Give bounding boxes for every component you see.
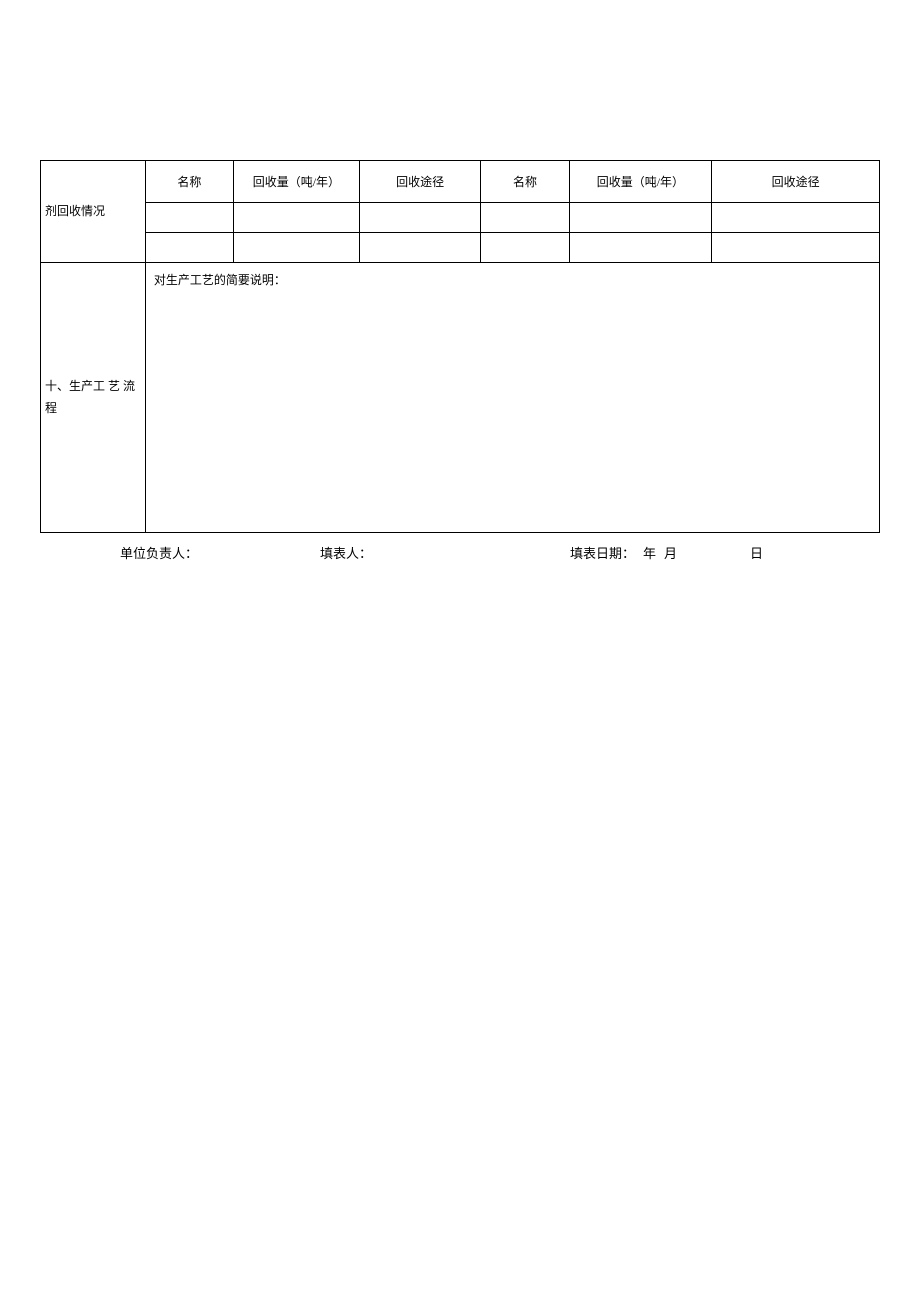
page-container: 剂回收情况 名称 回收量（吨/年） 回收途径 名称 回收量（吨/年） 回收途径 …: [0, 0, 920, 562]
col-header-channel-2: 回收途径: [712, 161, 880, 203]
recovery-data-row-1: [41, 203, 880, 233]
table-cell: [569, 233, 712, 263]
col-header-amount-1: 回收量（吨/年）: [233, 161, 359, 203]
process-row: 十、生产工 艺 流程 对生产工艺的简要说明：: [41, 263, 880, 533]
recovery-section-label: 剂回收情况: [41, 161, 146, 263]
table-cell: [233, 233, 359, 263]
process-description-cell: 对生产工艺的简要说明：: [145, 263, 879, 533]
table-cell: [145, 203, 233, 233]
process-section-label: 十、生产工 艺 流程: [41, 263, 146, 533]
date-field: 填表日期： 年 月: [570, 543, 750, 562]
table-cell: [712, 233, 880, 263]
person-in-charge-label: 单位负责人：: [120, 543, 320, 562]
col-header-amount-2: 回收量（吨/年）: [569, 161, 712, 203]
table-cell: [481, 233, 569, 263]
table-cell: [712, 203, 880, 233]
col-header-channel-1: 回收途径: [359, 161, 481, 203]
recovery-header-row: 剂回收情况 名称 回收量（吨/年） 回收途径 名称 回收量（吨/年） 回收途径: [41, 161, 880, 203]
table-cell: [569, 203, 712, 233]
day-label: 日: [750, 543, 810, 562]
col-header-name-2: 名称: [481, 161, 569, 203]
recovery-data-row-2: [41, 233, 880, 263]
col-header-name-1: 名称: [145, 161, 233, 203]
month-label: 月: [664, 543, 677, 562]
table-cell: [481, 203, 569, 233]
table-cell: [359, 233, 481, 263]
table-cell: [145, 233, 233, 263]
table-cell: [233, 203, 359, 233]
footer-row: 单位负责人： 填表人： 填表日期： 年 月 日: [40, 543, 880, 562]
table-cell: [359, 203, 481, 233]
filler-label: 填表人：: [320, 543, 570, 562]
form-table: 剂回收情况 名称 回收量（吨/年） 回收途径 名称 回收量（吨/年） 回收途径 …: [40, 160, 880, 533]
date-label: 填表日期：: [570, 543, 635, 562]
year-label: 年: [643, 543, 656, 562]
